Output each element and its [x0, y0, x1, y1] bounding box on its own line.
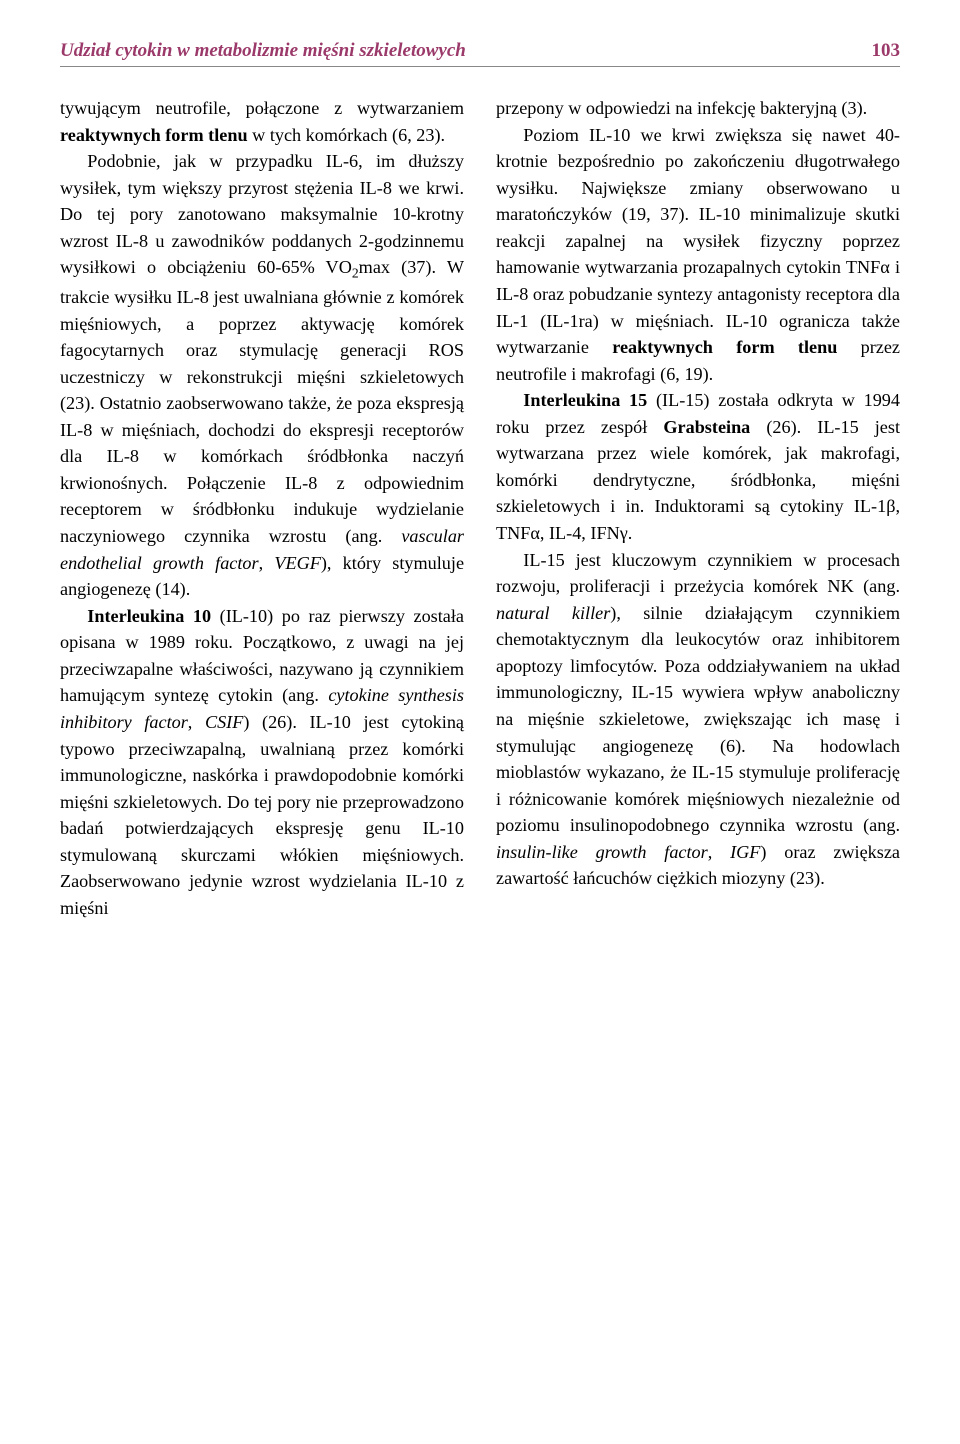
text-columns: tywującym neutrofile, połączone z wytwar…: [60, 95, 900, 921]
left-column: tywującym neutrofile, połączone z wytwar…: [60, 95, 464, 921]
text: Poziom IL-10 we krwi zwiększa się nawet …: [496, 125, 900, 358]
text: tywującym neutrofile, połączone z wytwar…: [60, 98, 464, 118]
text: ,: [188, 712, 205, 732]
paragraph: przepony w odpowiedzi na infekcję bakter…: [496, 95, 900, 122]
paragraph: Podobnie, jak w przypadku IL-6, im dłużs…: [60, 148, 464, 603]
text: przepony w odpowiedzi na infekcję bakter…: [496, 98, 867, 118]
italic-term: natural killer: [496, 603, 610, 623]
italic-term: IGF: [730, 842, 760, 862]
paragraph: Interleukina 15 (IL-15) została odkryta …: [496, 387, 900, 546]
page: Udział cytokin w metabolizmie mięśni szk…: [0, 0, 960, 971]
text: ,: [708, 842, 730, 862]
text: w tych komórkach (6, 23).: [248, 125, 446, 145]
paragraph: Interleukina 10 (IL-10) po raz pierwszy …: [60, 603, 464, 922]
text: IL-15 jest kluczowym czynnikiem w proces…: [496, 550, 900, 597]
bold-term: Interleukina 10: [87, 606, 211, 626]
subscript: 2: [352, 266, 359, 281]
bold-term: reaktywnych form tlenu: [612, 337, 837, 357]
paragraph: IL-15 jest kluczowym czynnikiem w proces…: [496, 547, 900, 892]
italic-term: insulin-like growth factor: [496, 842, 708, 862]
paragraph: Poziom IL-10 we krwi zwiększa się nawet …: [496, 122, 900, 388]
italic-term: CSIF: [205, 712, 243, 732]
page-number: 103: [872, 40, 901, 62]
paragraph: tywującym neutrofile, połączone z wytwar…: [60, 95, 464, 148]
text: ), silnie działającym czynnikiem chemota…: [496, 603, 900, 836]
bold-term: Grabsteina: [663, 417, 750, 437]
right-column: przepony w odpowiedzi na infekcję bakter…: [496, 95, 900, 921]
italic-term: VEGF: [274, 553, 320, 573]
page-header: Udział cytokin w metabolizmie mięśni szk…: [60, 40, 900, 67]
text: ) (26). IL-10 jest cytokiną typowo przec…: [60, 712, 464, 918]
text: max (37). W trakcie wysiłku IL-8 jest uw…: [60, 257, 464, 546]
bold-term: reaktywnych form tlenu: [60, 125, 248, 145]
running-title: Udział cytokin w metabolizmie mięśni szk…: [60, 40, 466, 62]
bold-term: Interleukina 15: [523, 390, 647, 410]
text: ,: [259, 553, 275, 573]
